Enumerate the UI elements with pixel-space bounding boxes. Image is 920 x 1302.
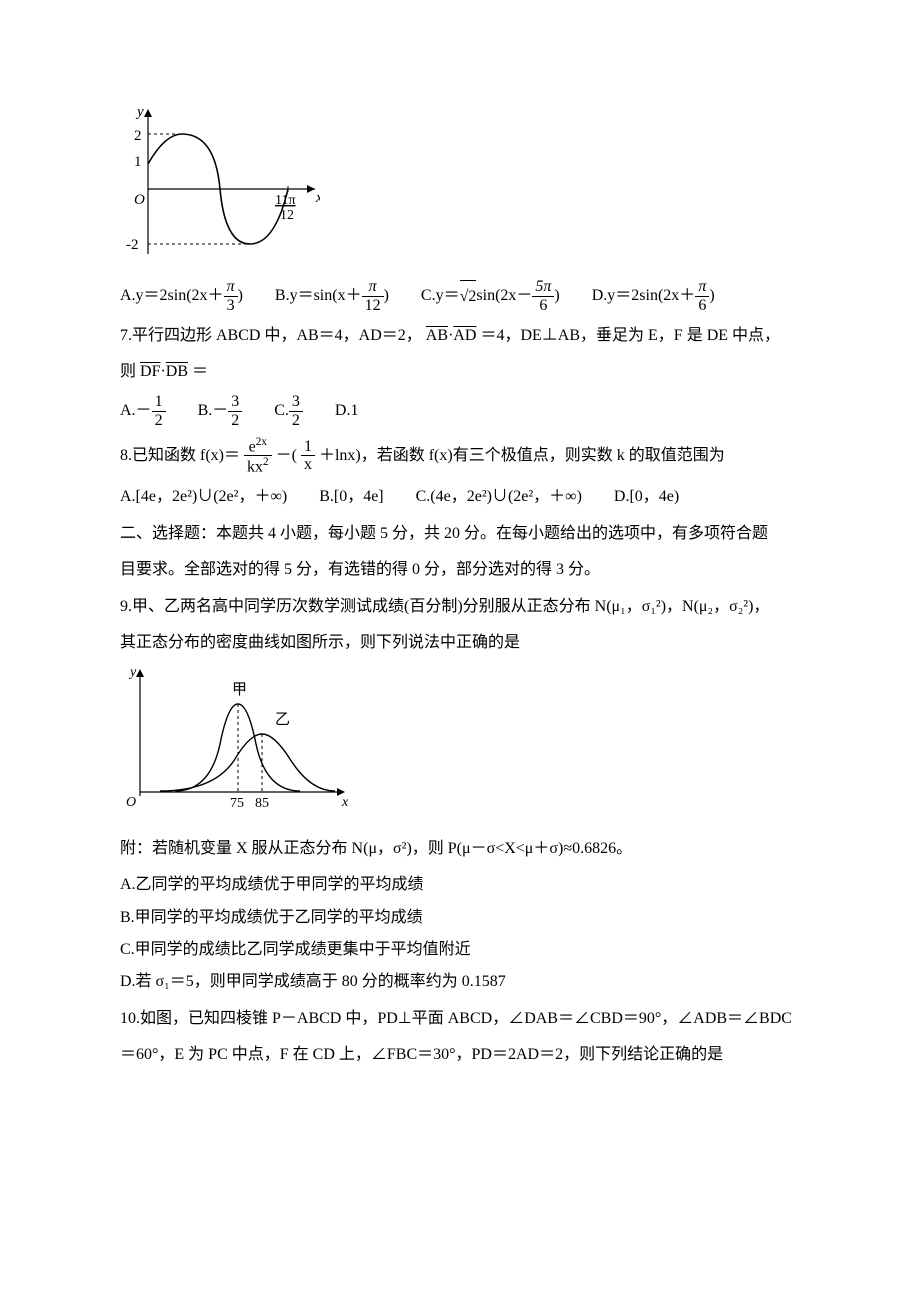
q7-line1: 7.平行四边形 ABCD 中，AB＝4，AD＝2， AB·AD ＝4，DE⊥AB… (120, 321, 800, 351)
q9-C: C.甲同学的成绩比乙同学成绩更集中于平均值附近 (120, 935, 800, 965)
q8-C: C.(4e，2e²)∪(2e²，＋∞) (416, 482, 582, 512)
q9-A: A.乙同学的平均成绩优于甲同学的平均成绩 (120, 870, 800, 900)
x-axis-label-2: x (341, 795, 349, 810)
y-axis-label: y (135, 104, 144, 120)
q8-A: A.[4e，2e²)∪(2e²，＋∞) (120, 482, 287, 512)
origin-label-2: O (126, 795, 136, 810)
ytick-2: 2 (134, 128, 142, 144)
ytick-neg2: -2 (126, 237, 139, 253)
ytick-1: 1 (134, 154, 142, 170)
q7-C: C. 32 (274, 393, 303, 429)
section2-l2: 目要求。全部选对的得 5 分，有选错的得 0 分，部分选对的得 3 分。 (120, 555, 800, 585)
xtick-den: 12 (280, 208, 294, 223)
chart-density: O x y 75 85 甲 乙 (120, 664, 800, 825)
q10-l1: 10.如图，已知四棱锥 P－ABCD 中，PD⊥平面 ABCD，∠DAB＝∠CB… (120, 1004, 800, 1034)
density-svg: O x y 75 85 甲 乙 (120, 664, 350, 814)
label-yi: 乙 (275, 712, 290, 728)
q8-line1: 8.已知函数 f(x)＝ e2x kx2 －( 1x ＋lnx)，若函数 f(x… (120, 436, 800, 477)
q6-A: A.y＝2sin(2x＋ π3 ) (120, 278, 243, 314)
q6-D: D.y＝2sin(2x＋ π6 ) (592, 278, 715, 314)
q7-D: D.1 (335, 396, 359, 426)
q9-options: A.乙同学的平均成绩优于甲同学的平均成绩 B.甲同学的平均成绩优于乙同学的平均成… (120, 870, 800, 998)
q6-C: C.y＝ √2 sin(2x－ 5π6 ) (421, 278, 560, 314)
vec-DB: DB (166, 363, 188, 380)
chart-sine: x y 2 1 -2 O 11π 12 (120, 104, 800, 270)
q7-line2: 则 DF·DB ＝ (120, 357, 800, 387)
q8-D: D.[0，4e) (614, 482, 679, 512)
q9-l2: 其正态分布的密度曲线如图所示，则下列说法中正确的是 (120, 628, 800, 658)
q6-B: B.y＝sin(x＋ π12 ) (275, 278, 389, 314)
x-axis-label: x (315, 190, 320, 206)
vec-AD: AD (453, 327, 476, 344)
q6-options: A.y＝2sin(2x＋ π3 ) B.y＝sin(x＋ π12 ) C.y＝ … (120, 278, 800, 314)
q7-options: A.－ 12 B.－ 32 C. 32 D.1 (120, 393, 800, 429)
xtick-85: 85 (255, 796, 269, 811)
q8-options: A.[4e，2e²)∪(2e²，＋∞) B.[0，4e] C.(4e，2e²)∪… (120, 482, 800, 512)
label-jia: 甲 (232, 682, 247, 698)
section2-l1: 二、选择题：本题共 4 小题，每小题 5 分，共 20 分。在每小题给出的选项中… (120, 519, 800, 549)
xtick-num: 11π (275, 193, 296, 208)
q8-B: B.[0，4e] (319, 482, 383, 512)
vec-DF: DF (140, 363, 160, 380)
vec-AB: AB (426, 327, 448, 344)
y-axis-label-2: y (128, 665, 137, 680)
q9-D: D.若 σ₁＝5，则甲同学成绩高于 80 分的概率约为 0.1587 (120, 967, 800, 997)
q7-A: A.－ 12 (120, 393, 166, 429)
origin-label: O (134, 192, 145, 208)
q9-B: B.甲同学的平均成绩优于乙同学的平均成绩 (120, 903, 800, 933)
q9-note: 附：若随机变量 X 服从正态分布 N(μ，σ²)，则 P(μ－σ<X<μ＋σ)≈… (120, 834, 800, 864)
sine-svg: x y 2 1 -2 O 11π 12 (120, 104, 320, 259)
xtick-75: 75 (230, 796, 244, 811)
q9-l1: 9.甲、乙两名高中同学历次数学测试成绩(百分制)分别服从正态分布 N(μ₁，σ₁… (120, 592, 800, 622)
q10-l2: ＝60°，E 为 PC 中点，F 在 CD 上，∠FBC＝30°，PD＝2AD＝… (120, 1040, 800, 1070)
q7-B: B.－ 32 (198, 393, 243, 429)
